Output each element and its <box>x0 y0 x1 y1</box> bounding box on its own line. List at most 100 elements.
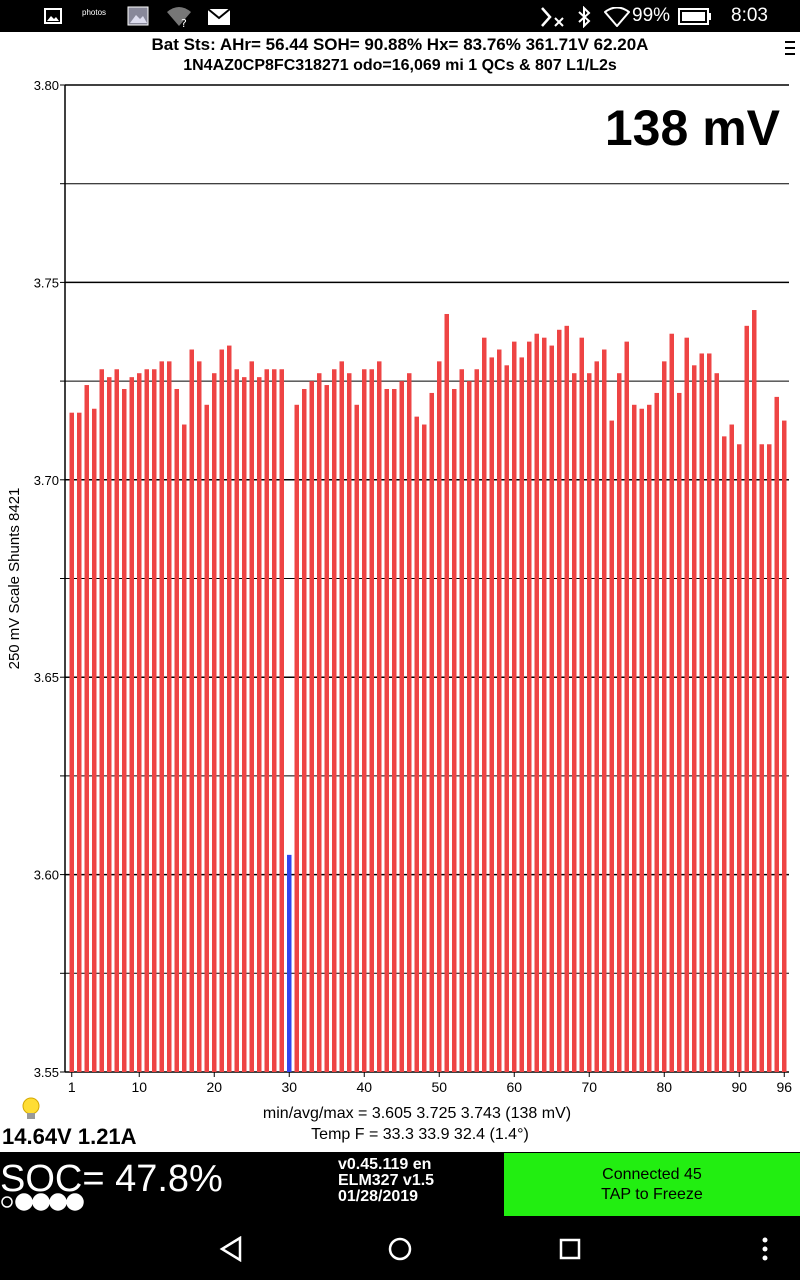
cell-bar <box>84 385 89 1073</box>
x-tick-label: 90 <box>731 1079 747 1095</box>
cell-bar <box>692 365 697 1073</box>
cell-bar <box>347 373 352 1073</box>
cell-bar <box>654 392 659 1073</box>
cell-bar <box>309 381 314 1073</box>
cell-bar <box>159 361 164 1072</box>
cell-voltage-chart[interactable]: 3.80 3.75 3.70 3.65 3.60 3.55 1 10 20 30 40 50 60 70 8… <box>0 0 800 1160</box>
cell-bar <box>624 341 629 1072</box>
cell-bar <box>542 337 547 1072</box>
battery-status-line: Bat Sts: AHr= 56.44 SOH= 90.88% Hx= 83.7… <box>151 35 649 54</box>
cell-bar <box>332 369 337 1073</box>
cell-bar <box>324 385 329 1073</box>
back-icon[interactable] <box>218 1236 244 1262</box>
cell-bar <box>212 373 217 1073</box>
cell-bar <box>639 408 644 1073</box>
y-tick-label: 3.80 <box>34 78 59 93</box>
y-axis-label: 250 mV Scale Shunts 8421 <box>6 488 23 670</box>
soc-dot <box>1 1196 13 1208</box>
soc-dot <box>49 1193 67 1211</box>
cell-bar <box>594 361 599 1072</box>
aux-battery-reading: 14.64V 1.21A <box>2 1124 137 1149</box>
svg-text:?: ? <box>181 17 187 28</box>
cell-bar <box>759 444 764 1072</box>
battery-percent: 99% <box>632 5 671 26</box>
cell-bar <box>632 404 637 1073</box>
cell-bar <box>647 404 652 1073</box>
x-tick-label: 80 <box>656 1079 672 1095</box>
cell-bar <box>489 357 494 1072</box>
cell-bar <box>392 388 397 1073</box>
cell-bar <box>587 373 592 1073</box>
cell-bar <box>609 420 614 1073</box>
cell-bar <box>722 436 727 1072</box>
spread-label: 138 mV <box>605 100 781 156</box>
cell-bar <box>362 369 367 1073</box>
cell-bar <box>152 369 157 1073</box>
cell-bar <box>737 444 742 1072</box>
cell-bar <box>459 369 464 1073</box>
x-tick-label: 40 <box>356 1079 372 1095</box>
x-tick-label: 70 <box>581 1079 597 1095</box>
wifi-icon <box>604 7 630 27</box>
cell-bar <box>137 373 142 1073</box>
cell-bar <box>437 361 442 1072</box>
clock: 8:03 <box>731 5 768 26</box>
cell-bar <box>512 341 517 1072</box>
photos-icon: photos <box>82 8 107 17</box>
home-icon[interactable] <box>387 1236 413 1262</box>
mail-icon <box>208 9 230 25</box>
cell-bar <box>534 333 539 1072</box>
cell-bar <box>302 388 307 1073</box>
x-tick-label: 30 <box>281 1079 297 1095</box>
cell-bar <box>377 361 382 1072</box>
cell-bar <box>662 361 667 1072</box>
cell-bar <box>677 392 682 1073</box>
cell-bar <box>182 424 187 1072</box>
cell-bar <box>122 388 127 1073</box>
gallery-icon <box>127 6 149 26</box>
cell-bar <box>572 373 577 1073</box>
cell-bar <box>369 369 374 1073</box>
cell-bar <box>197 361 202 1072</box>
cell-bar <box>294 404 299 1073</box>
cell-bar <box>684 337 689 1072</box>
connection-freeze-button[interactable]: Connected 45 TAP to Freeze <box>504 1153 800 1216</box>
cell-bar <box>752 310 757 1072</box>
cell-bar <box>317 373 322 1073</box>
more-options-icon[interactable] <box>760 1236 770 1262</box>
signal-off-icon <box>541 7 564 27</box>
x-tick-label: 1 <box>68 1079 76 1095</box>
cell-bar <box>249 361 254 1072</box>
y-tick-label: 3.60 <box>34 868 59 883</box>
cell-bar <box>174 388 179 1073</box>
soc-dot <box>32 1193 50 1211</box>
cell-bar <box>744 325 749 1072</box>
cell-bar <box>782 420 787 1073</box>
cell-bar <box>474 369 479 1073</box>
cell-bar <box>107 377 112 1073</box>
cell-bar <box>354 404 359 1073</box>
status-bar: photos ? 99% 8:03 <box>0 0 800 32</box>
recents-icon[interactable] <box>558 1237 582 1261</box>
y-tick-label: 3.70 <box>34 473 59 488</box>
soc-dot <box>15 1193 33 1211</box>
cell-bar <box>557 329 562 1072</box>
cell-bar <box>399 381 404 1073</box>
cell-bar <box>279 369 284 1073</box>
cell-bar <box>579 337 584 1072</box>
cell-bar <box>422 424 427 1072</box>
release-date: 01/28/2019 <box>338 1188 419 1205</box>
cell-bar <box>189 349 194 1072</box>
cell-bar <box>69 412 74 1073</box>
stats-line: min/avg/max = 3.605 3.725 3.743 (138 mV) <box>263 1105 571 1122</box>
battery-icon <box>678 8 711 25</box>
cell-bar <box>452 388 457 1073</box>
y-tick-label: 3.55 <box>34 1065 59 1080</box>
cell-bar <box>519 357 524 1072</box>
cell-bar <box>227 345 232 1072</box>
overflow-menu-icon[interactable] <box>784 38 796 58</box>
cell-bar <box>669 333 674 1072</box>
cell-bar <box>264 369 269 1073</box>
soc-dot <box>66 1193 84 1211</box>
cell-bar <box>774 396 779 1073</box>
